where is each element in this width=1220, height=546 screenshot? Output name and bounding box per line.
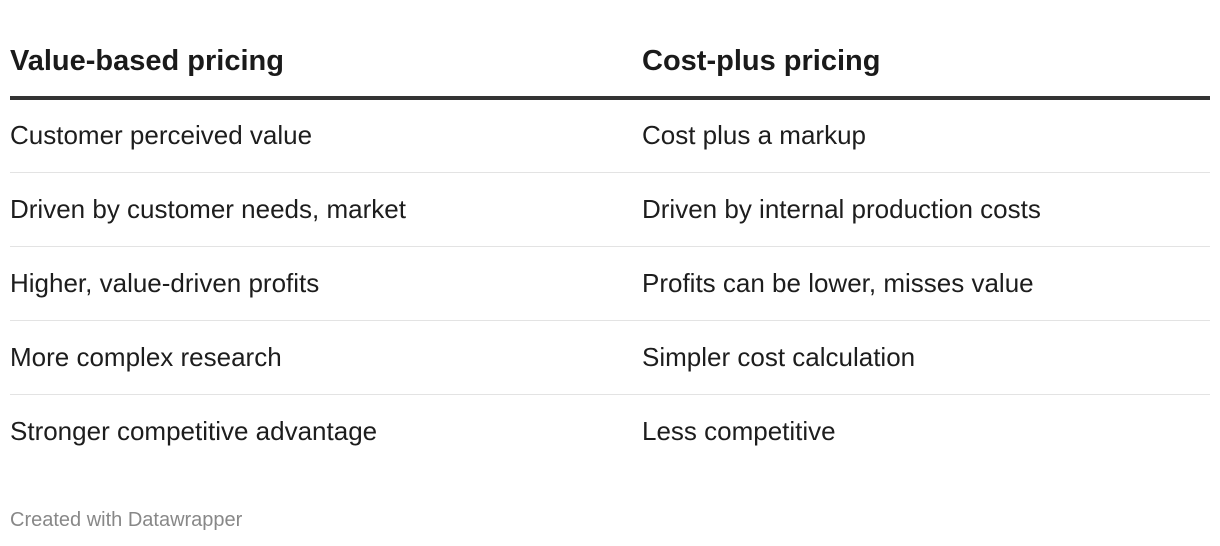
table-row: Driven by customer needs, market Driven … (10, 172, 1210, 247)
table-header: Value-based pricing Cost-plus pricing (10, 0, 1210, 100)
table-cell-value-based: More complex research (10, 320, 642, 395)
table-row: Higher, value-driven profits Profits can… (10, 246, 1210, 321)
column-header-cost-plus[interactable]: Cost-plus pricing (642, 0, 1210, 100)
table-cell-cost-plus: Profits can be lower, misses value (642, 246, 1210, 321)
table-row: Customer perceived value Cost plus a mar… (10, 98, 1210, 173)
table-cell-cost-plus: Simpler cost calculation (642, 320, 1210, 395)
table-cell-value-based: Stronger competitive advantage (10, 415, 378, 446)
datawrapper-credit[interactable]: Created with Datawrapper (10, 509, 243, 531)
table-row: Stronger competitive advantage Less comp… (10, 394, 1210, 468)
table-cell-cost-plus: Cost plus a markup (642, 98, 1210, 173)
table-cell-value-based: Customer perceived value (10, 98, 642, 173)
comparison-table: Value-based pricing Cost-plus pricing Cu… (10, 0, 1210, 468)
header-row: Value-based pricing Cost-plus pricing (10, 0, 1210, 100)
table-row: More complex research Simpler cost calcu… (10, 320, 1210, 395)
column-header-value-based[interactable]: Value-based pricing (10, 0, 642, 100)
comparison-table-container: Value-based pricing Cost-plus pricing Cu… (10, 0, 1210, 468)
table-body: Customer perceived value Cost plus a mar… (10, 98, 1210, 468)
table-cell-value-based: Higher, value-driven profits (10, 246, 642, 321)
table-cell-cost-plus: Less competitive (642, 415, 836, 446)
table-cell-cost-plus: Driven by internal production costs (642, 172, 1210, 247)
table-cell-value-based: Driven by customer needs, market (10, 172, 642, 247)
